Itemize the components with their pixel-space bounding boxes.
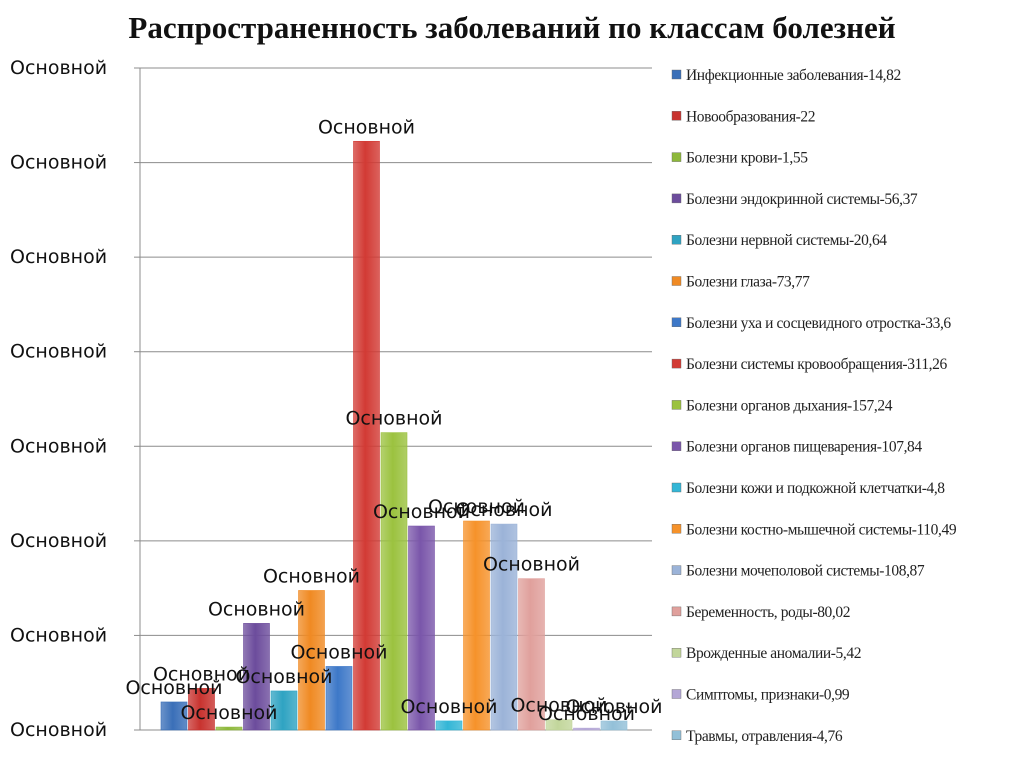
y-axis: Основной Основной Основной Основной Основной… [10, 57, 141, 741]
bar [463, 520, 490, 731]
data-label: Основной [125, 677, 222, 699]
legend-swatch [671, 441, 682, 451]
bar [325, 666, 353, 731]
legend-swatch [671, 648, 682, 658]
y-tick-label: Основной [10, 246, 107, 268]
y-tick-label: Основной [10, 530, 107, 552]
bar [408, 525, 435, 731]
legend-swatch [671, 730, 682, 740]
legend-entry: Болезни органов дыхания-157,24 [686, 397, 893, 414]
legend: Инфекционные заболевания-14,82 Новообразо… [671, 67, 957, 745]
legend-entry: Симптомы, признаки-0,99 [686, 687, 850, 704]
bar [545, 719, 573, 731]
bar [160, 701, 188, 731]
legend-entry: Инфекционные заболевания-14,82 [686, 67, 901, 84]
y-tick-label: Основной [10, 57, 107, 79]
data-label: Основной [565, 696, 662, 718]
legend-entry: Болезни кожи и подкожной клетчатки-4,8 [686, 480, 945, 497]
legend-swatch [671, 193, 682, 204]
data-label: Основной [428, 496, 525, 518]
legend-swatch [671, 606, 682, 617]
data-label: Основной [538, 703, 635, 725]
bar [380, 432, 408, 731]
legend-swatch [671, 69, 682, 80]
data-label: Основной [373, 501, 470, 523]
bar [490, 523, 518, 731]
chart-title: Распространенность заболеваний по класса… [128, 10, 896, 45]
bar [353, 140, 380, 731]
bar [600, 720, 628, 731]
legend-entry: Болезни эндокринной системы-56,37 [686, 191, 918, 208]
legend-swatch [671, 400, 682, 410]
legend-entry: Болезни крови-1,55 [686, 150, 808, 167]
data-label: Основной [400, 696, 497, 718]
legend-swatch [671, 276, 682, 286]
legend-entry: Болезни мочеполовой системы-108,87 [686, 563, 925, 580]
data-labels: ОсновнойОсновнойОсновнойОсновнойОсновной… [125, 116, 662, 725]
legend-entry: Болезни системы кровообращения-311,26 [686, 356, 947, 373]
y-tick-label: Основной [10, 435, 107, 457]
legend-swatch [671, 482, 682, 493]
legend-entry: Болезни органов пищеварения-107,84 [686, 439, 922, 456]
bar [270, 690, 298, 731]
legend-entry: Врожденные аномалии-5,42 [686, 645, 861, 662]
data-label: Основной [455, 499, 552, 521]
legend-swatch [671, 689, 682, 699]
bar [573, 727, 600, 731]
legend-entry: Болезни глаза-73,77 [686, 274, 810, 291]
legend-entry: Беременность, роды-80,02 [686, 604, 850, 621]
legend-swatch [671, 565, 682, 575]
legend-swatch [671, 524, 682, 534]
y-tick-label: Основной [10, 624, 107, 646]
bar [298, 590, 325, 731]
legend-entry: Травмы, отравления-4,76 [686, 728, 843, 745]
bar [518, 578, 545, 731]
data-label: Основной [208, 598, 305, 620]
data-label: Основной [235, 666, 332, 688]
y-tick-label: Основной [10, 152, 107, 174]
bar [188, 688, 215, 731]
y-tick-label: Основной [10, 341, 107, 363]
data-label: Основной [318, 116, 415, 138]
bar [243, 623, 270, 731]
data-label: Основной [510, 695, 607, 717]
data-label: Основной [180, 702, 277, 724]
y-tick-label: Основной [10, 719, 107, 741]
data-label: Основной [483, 554, 580, 576]
legend-swatch [671, 111, 682, 121]
data-label: Основной [345, 408, 442, 430]
data-label: Основной [263, 565, 360, 587]
legend-swatch [671, 358, 682, 369]
legend-entry: Болезни нервной системы-20,64 [686, 232, 887, 249]
legend-entry: Новообразования-22 [686, 108, 815, 125]
legend-entry: Болезни уха и сосцевидного отростка-33,6 [686, 315, 951, 332]
data-label: Основной [290, 641, 387, 663]
data-label: Основной [153, 663, 250, 685]
bar [215, 726, 243, 731]
legend-swatch [671, 152, 682, 162]
bars [160, 140, 628, 731]
legend-swatch [671, 317, 682, 327]
bar [435, 720, 463, 731]
legend-entry: Болезни костно-мышечной системы-110,49 [686, 521, 957, 538]
legend-swatch [671, 234, 682, 245]
